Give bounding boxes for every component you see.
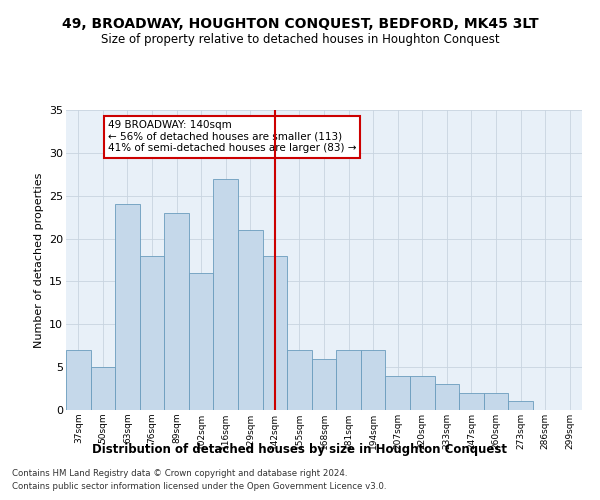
Text: Distribution of detached houses by size in Houghton Conquest: Distribution of detached houses by size … [92, 442, 508, 456]
Text: Size of property relative to detached houses in Houghton Conquest: Size of property relative to detached ho… [101, 32, 499, 46]
Bar [336, 350, 361, 410]
Bar [140, 256, 164, 410]
Text: Contains public sector information licensed under the Open Government Licence v3: Contains public sector information licen… [12, 482, 386, 491]
Bar [385, 376, 410, 410]
Text: Contains HM Land Registry data © Crown copyright and database right 2024.: Contains HM Land Registry data © Crown c… [12, 468, 347, 477]
Text: 49 BROADWAY: 140sqm
← 56% of detached houses are smaller (113)
41% of semi-detac: 49 BROADWAY: 140sqm ← 56% of detached ho… [108, 120, 356, 154]
Bar [164, 213, 189, 410]
Bar [508, 402, 533, 410]
Bar [263, 256, 287, 410]
Bar [434, 384, 459, 410]
Bar [287, 350, 312, 410]
Bar [115, 204, 140, 410]
Bar [189, 273, 214, 410]
Bar [484, 393, 508, 410]
Text: 49, BROADWAY, HOUGHTON CONQUEST, BEDFORD, MK45 3LT: 49, BROADWAY, HOUGHTON CONQUEST, BEDFORD… [62, 18, 538, 32]
Bar [410, 376, 434, 410]
Bar [214, 178, 238, 410]
Y-axis label: Number of detached properties: Number of detached properties [34, 172, 44, 348]
Bar [361, 350, 385, 410]
Bar [459, 393, 484, 410]
Bar [238, 230, 263, 410]
Bar [66, 350, 91, 410]
Bar [91, 367, 115, 410]
Bar [312, 358, 336, 410]
